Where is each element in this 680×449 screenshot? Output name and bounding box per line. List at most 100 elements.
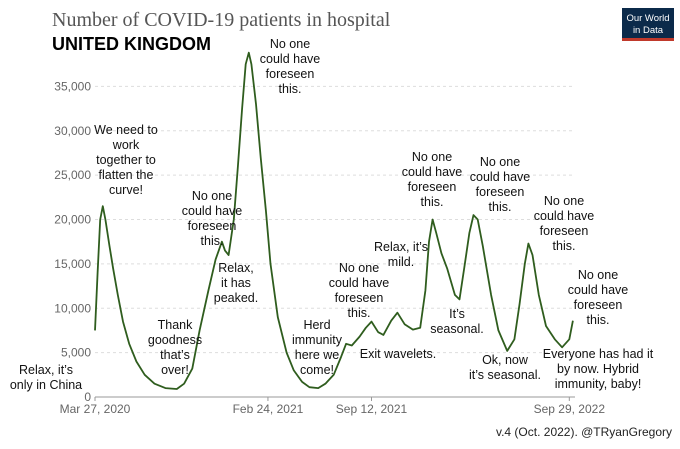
annotation-line: Exit wavelets.: [360, 347, 436, 361]
annotation: Relax, it’s only in China: [10, 363, 82, 392]
y-tick-label: 25,000: [54, 168, 91, 182]
annotation: It’s seasonal.: [430, 307, 484, 336]
annotation-line: only in China: [10, 378, 82, 392]
annotation-line: this.: [553, 239, 576, 253]
x-axis-ticks: Mar 27, 2020 Feb 24, 2021 Sep 12, 2021 Sep …: [60, 397, 606, 416]
annotation: Ok, now it’s seasonal.: [469, 353, 541, 382]
annotation-line: mild.: [388, 255, 414, 269]
annotation-line: could have: [568, 283, 629, 297]
annotation: Exit wavelets.: [360, 347, 436, 361]
chart-title: Number of COVID-19 patients in hospital: [52, 9, 391, 31]
annotation-line: over!: [161, 363, 189, 377]
annotation: Relax, it has peaked.: [214, 261, 258, 305]
annotation-line: foreseen: [335, 291, 384, 305]
annotation-line: Relax,: [218, 261, 253, 275]
annotation-line: No one: [412, 150, 452, 164]
y-tick-label: 0: [84, 390, 91, 404]
annotation-line: foreseen: [540, 224, 589, 238]
credit-text: v.4 (Oct. 2022). @TRyanGregory: [496, 425, 672, 439]
annotation-line: curve!: [109, 183, 143, 197]
annotation-line: No one: [480, 155, 520, 169]
y-axis-ticks: 0 5,000 10,000 15,000 20,000 25,000 30,000 35,0…: [54, 79, 91, 404]
annotation-line: immunity: [292, 333, 343, 347]
annotation-line: peaked.: [214, 291, 258, 305]
annotation-line: it has: [221, 276, 251, 290]
annotation-line: foreseen: [188, 219, 237, 233]
annotation: No one could have foreseen this.: [470, 155, 531, 214]
annotation-line: foreseen: [574, 298, 623, 312]
owid-logo-line1: Our World: [626, 13, 669, 24]
annotation-line: foreseen: [266, 67, 315, 81]
annotation: Everyone has had it by now. Hybrid immunit…: [543, 347, 654, 391]
y-tick-label: 5,000: [61, 346, 91, 360]
annotation-line: it’s seasonal.: [469, 368, 541, 382]
annotation: We need to work together to flatten the curv…: [94, 123, 158, 197]
annotation-line: foreseen: [476, 185, 525, 199]
x-tick-label: Sep 29, 2022: [534, 402, 606, 416]
annotation-line: Everyone has had it: [543, 347, 654, 361]
annotation-line: foreseen: [408, 180, 457, 194]
annotation: No one could have foreseen this.: [329, 261, 390, 320]
y-tick-label: 20,000: [54, 213, 91, 227]
annotation-line: No one: [578, 268, 618, 282]
annotation-line: this.: [421, 195, 444, 209]
annotation-line: together to: [96, 153, 156, 167]
annotation-line: Herd: [303, 318, 330, 332]
annotation: Herd immunity here we come!: [292, 318, 343, 377]
series-layer: [94, 51, 574, 390]
annotation: No one could have foreseen this.: [402, 150, 463, 209]
x-tick-label: Feb 24, 2021: [233, 402, 304, 416]
owid-logo-box: [622, 8, 674, 40]
annotation-line: flatten the: [99, 168, 154, 182]
annotation-line: goodness: [148, 333, 202, 347]
annotation-line: this.: [587, 313, 610, 327]
y-tick-label: 10,000: [54, 301, 91, 315]
annotation-line: here we: [295, 348, 340, 362]
annotation-line: this.: [279, 82, 302, 96]
annotation: Thank goodness that’s over!: [148, 318, 202, 377]
annotation-line: this.: [201, 234, 224, 248]
annotation-line: could have: [182, 204, 243, 218]
annotation: No one could have foreseen this.: [260, 37, 321, 96]
grid-lines: [95, 85, 575, 398]
annotation-line: this.: [489, 200, 512, 214]
annotation-line: No one: [339, 261, 379, 275]
annotation-line: could have: [470, 170, 531, 184]
annotation-line: Relax, it’s: [374, 240, 428, 254]
annotation: No one could have foreseen this.: [534, 194, 595, 253]
annotation-line: No one: [192, 189, 232, 203]
annotation-line: could have: [260, 52, 321, 66]
annotation-line: could have: [402, 165, 463, 179]
series-line-hospital-patients: [94, 51, 574, 390]
x-tick-label: Mar 27, 2020: [60, 402, 131, 416]
annotation-line: Thank: [158, 318, 193, 332]
annotation-line: seasonal.: [430, 322, 484, 336]
annotation-line: It’s: [449, 307, 465, 321]
chart-subtitle: UNITED KINGDOM: [52, 34, 211, 54]
annotation: No one could have foreseen this.: [182, 189, 243, 248]
annotation-line: We need to: [94, 123, 158, 137]
annotation-line: No one: [270, 37, 310, 51]
y-tick-label: 35,000: [54, 79, 91, 93]
y-tick-label: 30,000: [54, 124, 91, 138]
annotation-line: work: [112, 138, 140, 152]
annotation-line: immunity, baby!: [555, 377, 642, 391]
annotation-line: this.: [348, 306, 371, 320]
y-tick-label: 15,000: [54, 257, 91, 271]
owid-logo-line2: in Data: [633, 25, 664, 36]
annotation: No one could have foreseen this.: [568, 268, 629, 327]
annotation-line: could have: [534, 209, 595, 223]
annotation-line: No one: [544, 194, 584, 208]
annotation-line: Relax, it’s: [19, 363, 73, 377]
owid-logo-bar: [622, 38, 674, 41]
annotation-line: Ok, now: [482, 353, 529, 367]
annotation: Relax, it’s mild.: [374, 240, 428, 269]
annotation-line: that’s: [160, 348, 190, 362]
x-tick-label: Sep 12, 2021: [336, 402, 408, 416]
annotation-line: could have: [329, 276, 390, 290]
annotation-line: by now. Hybrid: [557, 362, 639, 376]
annotation-line: come!: [300, 363, 334, 377]
